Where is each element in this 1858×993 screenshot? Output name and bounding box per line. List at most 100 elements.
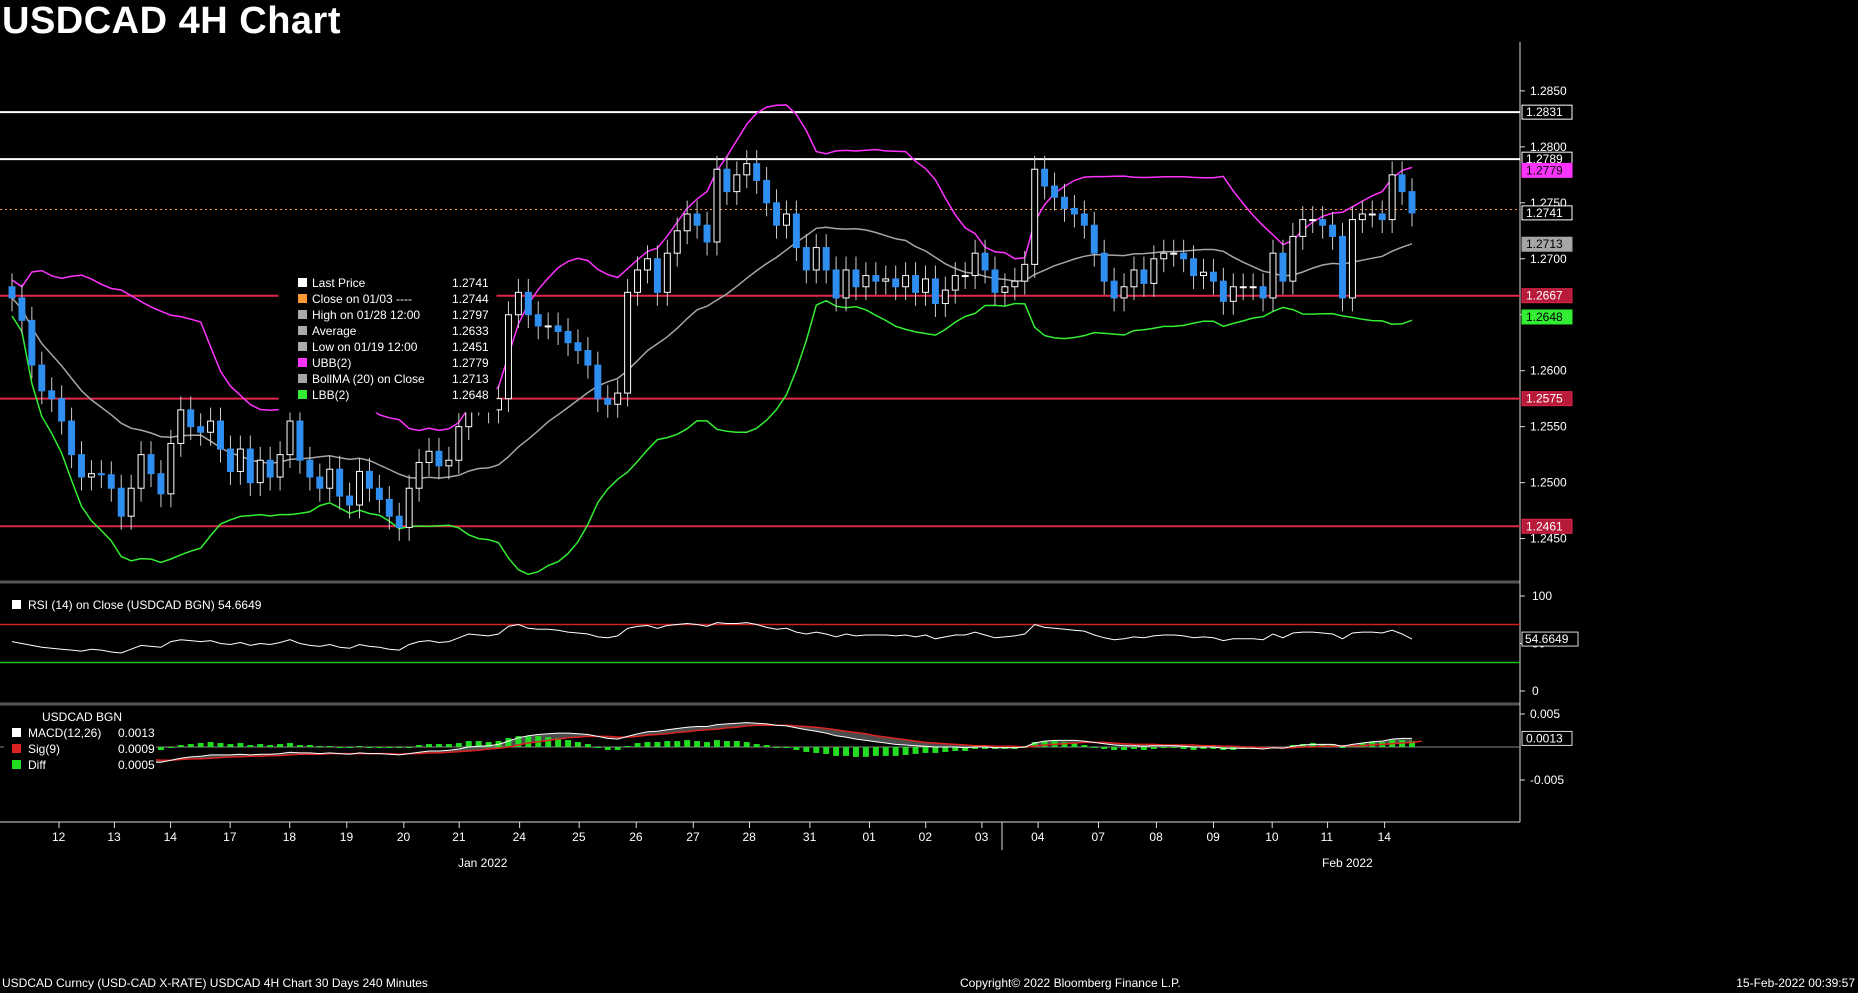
level-label-box <box>1521 391 1573 407</box>
candle-body <box>1031 168 1039 265</box>
x-tick-label: 21 <box>452 830 466 844</box>
macd-diff-bar <box>1140 747 1147 750</box>
candle-body <box>68 420 76 456</box>
candle-body <box>673 230 681 254</box>
candle-body <box>296 420 304 461</box>
candle-body <box>991 269 999 293</box>
y-tick-label: 1.2850 <box>1530 84 1567 98</box>
macd-diff-bar <box>287 743 293 747</box>
macd-diff-bar <box>852 747 859 757</box>
candle-body <box>177 409 185 444</box>
candle-body <box>1368 213 1376 216</box>
x-tick-label: 18 <box>283 830 297 844</box>
candle-body <box>504 314 512 400</box>
macd-diff-bar <box>813 747 820 753</box>
candle-body <box>266 459 274 478</box>
macd-legend-marker <box>12 744 21 753</box>
macd-diff-bar <box>723 741 730 747</box>
candle-body <box>356 470 363 506</box>
legend-label: BollMA (20) on Close <box>312 372 425 386</box>
macd-diff-bar <box>962 747 969 751</box>
candle-body <box>842 269 850 299</box>
x-tick-label: 11 <box>1321 830 1334 844</box>
footer-copyright: Copyright© 2022 Bloomberg Finance L.P. <box>960 976 1181 990</box>
level-label-box <box>1521 104 1573 120</box>
legend-box <box>278 273 497 413</box>
candle-body <box>782 213 790 226</box>
candle-body <box>48 390 56 400</box>
macd-diff-bar <box>1071 743 1078 747</box>
legend-marker <box>298 342 307 351</box>
macd-diff-bar <box>1329 744 1336 747</box>
candle-body <box>713 168 721 243</box>
macd-diff-bar <box>932 747 939 753</box>
candle-body <box>971 252 979 277</box>
macd-diff-bar <box>1299 744 1306 747</box>
y-tick-label: 1.2600 <box>1530 364 1567 378</box>
candle-body <box>1150 258 1158 284</box>
candle-body <box>217 420 224 450</box>
candle-body <box>981 252 989 271</box>
macd-diff-bar <box>157 747 164 750</box>
level-label: 1.2831 <box>1526 105 1563 119</box>
macd-diff-bar <box>545 737 552 747</box>
macd-diff-bar <box>833 747 840 756</box>
candle-body <box>832 269 840 299</box>
candle-body <box>902 275 910 288</box>
macd-diff-bar <box>704 742 711 747</box>
macd-diff-bar <box>733 741 740 747</box>
footer-security-info: USDCAD Curncy (USD-CAD X-RATE) USDCAD 4H… <box>2 976 428 990</box>
x-tick-label: 28 <box>742 830 756 844</box>
x-tick-label: 04 <box>1031 830 1045 844</box>
macd-diff-bar <box>227 744 234 747</box>
macd-diff-bar <box>1091 747 1098 748</box>
candle-body <box>147 454 155 475</box>
macd-diff-bar <box>1081 745 1088 747</box>
candle-body <box>1319 219 1327 226</box>
macd-diff-bar <box>277 744 284 747</box>
candle-body <box>921 278 929 293</box>
candle-body <box>1110 280 1118 299</box>
candle-body <box>97 473 105 476</box>
value-label: 1.2779 <box>1526 163 1563 177</box>
candle-body <box>1259 286 1267 299</box>
legend-label: Close on 01/03 ---- <box>312 292 412 306</box>
candle-body <box>763 179 771 204</box>
candle-body <box>604 398 612 405</box>
candle-body <box>624 291 632 394</box>
candle-body <box>683 213 691 232</box>
macd-diff-bar <box>1160 747 1167 748</box>
rsi-tick-label: 0 <box>1532 684 1539 698</box>
rsi-value-label: 54.6649 <box>1525 632 1569 646</box>
y-tick-label: 1.2450 <box>1530 532 1567 546</box>
macd-diff-bar <box>1041 741 1048 747</box>
candle-body <box>107 474 115 489</box>
candle-body <box>703 224 711 243</box>
rsi-legend-label: RSI (14) on Close (USDCAD BGN) 54.6649 <box>28 598 262 612</box>
candle-body <box>1269 252 1277 299</box>
candle-body <box>723 168 731 193</box>
macd-diff-bar <box>684 740 691 747</box>
lower-bollinger-band <box>11 299 1413 576</box>
candle-body <box>564 331 572 344</box>
x-tick-label: 14 <box>1378 830 1392 844</box>
legend-label: LBB(2) <box>312 388 349 402</box>
macd-diff-bar <box>773 747 780 748</box>
candle-body <box>544 325 552 328</box>
candle-body <box>743 163 751 176</box>
candle-body <box>385 498 393 517</box>
candle-body <box>346 495 354 506</box>
x-tick-label: 09 <box>1206 830 1220 844</box>
macd-diff-bar <box>843 747 850 756</box>
macd-diff-bar <box>614 747 621 750</box>
candle-body <box>365 470 373 489</box>
x-tick-label: 08 <box>1149 830 1163 844</box>
legend-value: 1.2741 <box>452 276 489 290</box>
macd-diff-bar <box>167 747 174 748</box>
candle-body <box>951 275 959 291</box>
rsi-tick-label: 100 <box>1532 589 1552 603</box>
macd-diff-bar <box>763 745 770 747</box>
macd-diff-bar <box>872 747 879 756</box>
legend-value: 1.2744 <box>452 292 489 306</box>
